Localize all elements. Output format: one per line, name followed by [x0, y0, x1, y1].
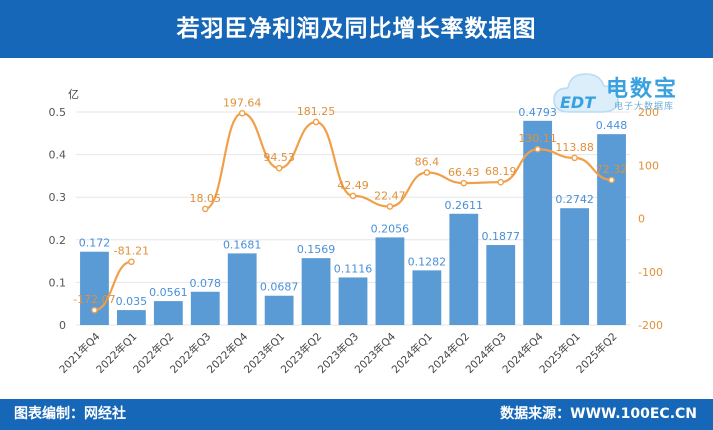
page-title: 若羽臣净利润及同比增长率数据图	[176, 16, 537, 42]
growth-value-label: 113.88	[555, 141, 594, 154]
growth-point	[91, 306, 98, 314]
bar	[264, 295, 294, 325]
logo-name: 电数宝	[606, 77, 679, 102]
bar-value-label: 0.2611	[445, 199, 484, 212]
bar	[80, 251, 109, 325]
cloud-icon: EDT	[553, 73, 619, 113]
bar-value-label: 0.0687	[260, 281, 299, 294]
bar-value-label: 0.2056	[371, 222, 410, 235]
growth-point	[201, 205, 209, 213]
bar-value-label: 0.2742	[555, 193, 594, 206]
logo-subtitle: 电子大数据库	[614, 102, 675, 112]
y-tick-label: 0.5	[49, 106, 67, 119]
growth-value-label: 130.11	[518, 132, 557, 145]
y2-tick-label: 0	[638, 213, 645, 226]
footer-source: 数据来源：WWW.100EC.CN	[500, 406, 697, 422]
growth-value-label: 68.19	[485, 165, 517, 178]
y2-tick-label: 100	[638, 159, 659, 172]
growth-value-label: 197.64	[223, 96, 262, 109]
bar-value-label: 0.1681	[223, 238, 262, 251]
bar	[449, 213, 479, 325]
y-tick-label: 0.2	[49, 234, 67, 247]
bar-value-label: 0.078	[190, 277, 222, 290]
logo-mark: EDT	[560, 93, 596, 112]
growth-value-label: 18.05	[190, 192, 222, 205]
y2-tick-label: -100	[638, 266, 663, 279]
bar-value-label: 0.035	[116, 295, 148, 308]
growth-value-label: 86.4	[415, 155, 440, 168]
y2-tick-label: 200	[638, 106, 659, 119]
bar-value-label: 0.4793	[518, 106, 557, 119]
growth-point	[497, 178, 505, 186]
growth-point	[386, 203, 394, 210]
y-tick-label: 0	[59, 319, 66, 332]
footer-bar: 图表编制：网经社 数据来源：WWW.100EC.CN	[0, 399, 713, 430]
growth-value-label: 66.43	[448, 166, 480, 179]
bar	[523, 120, 553, 325]
growth-value-label: 42.49	[337, 179, 369, 192]
bar-value-label: 0.1877	[481, 230, 520, 243]
bar	[227, 253, 257, 325]
bar-value-label: 0.172	[79, 237, 111, 250]
footer-credit: 图表编制：网经社	[14, 406, 126, 422]
growth-point	[349, 192, 357, 200]
bar	[486, 245, 516, 325]
y-tick-label: 0.3	[49, 191, 67, 204]
bar	[560, 208, 590, 325]
growth-point	[608, 176, 615, 184]
growth-value-label: -172.07	[73, 293, 115, 306]
growth-line	[94, 260, 132, 312]
growth-value-label: 181.25	[297, 105, 336, 118]
header-bar: 若羽臣净利润及同比增长率数据图	[0, 0, 713, 58]
bar	[338, 277, 368, 325]
bar	[412, 270, 442, 325]
chart: 0 0.1 0.2 0.3 0.4 0.5 -200 -100 0 100 200 亿 0.172 202…	[49, 88, 663, 376]
growth-point	[460, 179, 468, 187]
y-axis-unit: 亿	[68, 88, 79, 101]
y2-tick-label: -200	[638, 319, 663, 332]
bar	[375, 237, 405, 325]
bar	[153, 301, 183, 325]
bar-value-label: 0.1116	[334, 262, 373, 275]
growth-point	[534, 145, 541, 153]
growth-point	[238, 109, 246, 117]
bar-value-label: 0.1282	[408, 255, 447, 268]
growth-value-label: 72.32	[596, 163, 628, 176]
y-tick-label: 0.1	[49, 276, 67, 289]
bar-value-label: 0.0561	[149, 286, 188, 299]
bar	[597, 134, 626, 325]
growth-point	[571, 154, 578, 162]
bar	[116, 310, 146, 325]
growth-value-label: -81.21	[114, 245, 149, 258]
bar	[301, 258, 331, 325]
growth-point	[128, 258, 135, 266]
growth-value-label: 94.53	[263, 151, 295, 164]
growth-point	[312, 118, 320, 126]
bar-value-label: 0.1569	[297, 243, 336, 256]
bar	[190, 291, 220, 325]
growth-point	[275, 164, 283, 172]
bar-value-label: 0.448	[596, 119, 628, 132]
y-tick-label: 0.4	[49, 149, 67, 162]
x-tick-label: 2025年Q2	[574, 330, 620, 376]
growth-value-label: 22.47	[374, 190, 406, 203]
growth-point	[423, 169, 431, 176]
